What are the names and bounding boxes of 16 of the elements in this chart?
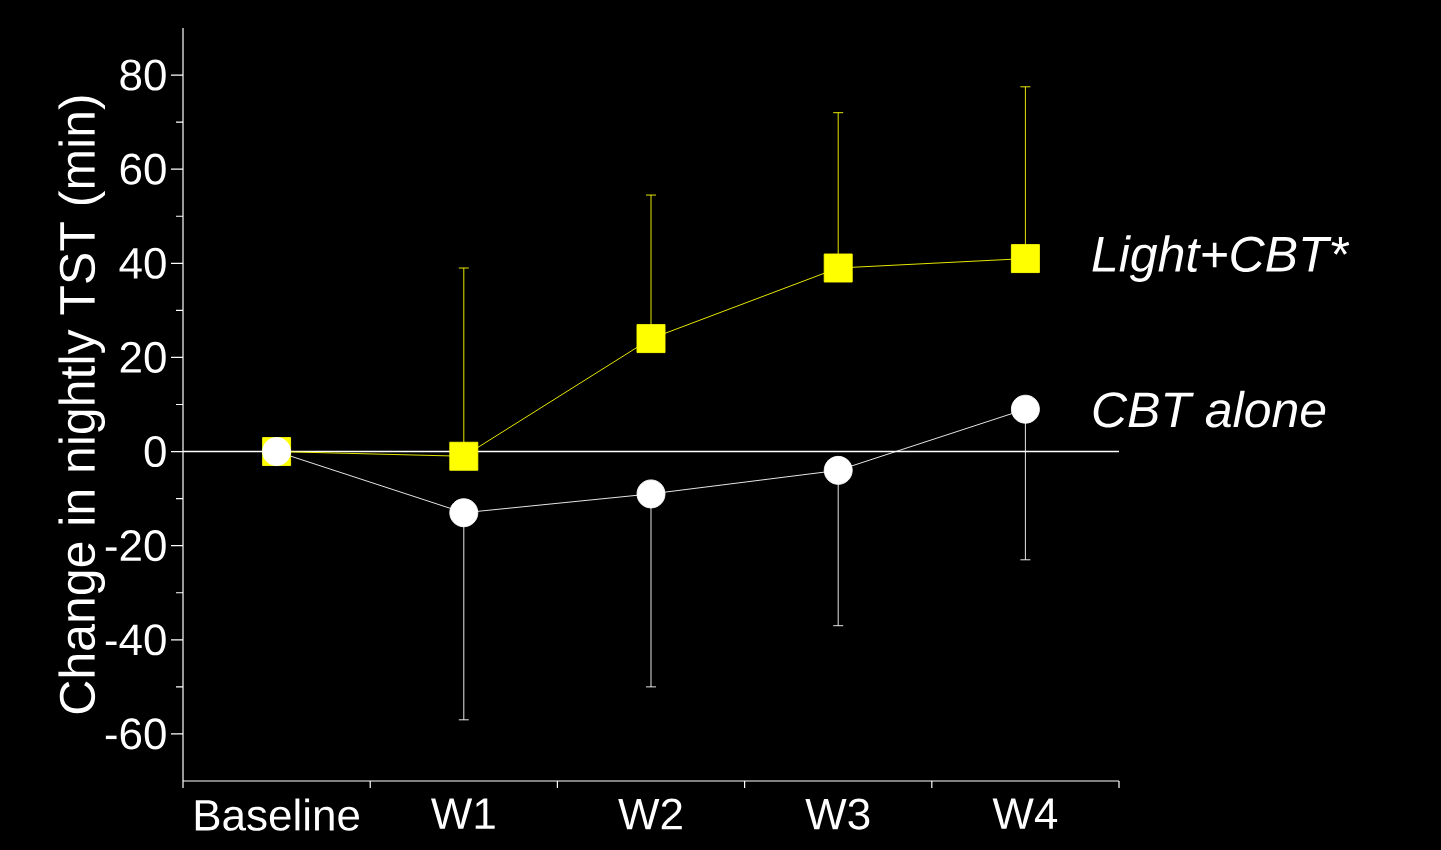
series-label: Light+CBT* bbox=[1092, 235, 1350, 282]
y-tick-label: 60 bbox=[120, 153, 166, 185]
x-tick-label: W1 bbox=[430, 798, 495, 829]
x-tick-label: W2 bbox=[618, 798, 682, 830]
y-tick-label: 0 bbox=[144, 435, 166, 468]
x-tick-label: W4 bbox=[992, 798, 1058, 829]
y-tick-label: 20 bbox=[120, 341, 166, 373]
y-tick-label: 40 bbox=[119, 247, 166, 279]
y-tick-label: 80 bbox=[120, 59, 166, 91]
y-tick-label: -20 bbox=[105, 530, 166, 562]
y-tick-label: -40 bbox=[105, 624, 166, 656]
x-tick-label: W3 bbox=[805, 798, 870, 830]
x-tick-label: Baseline bbox=[195, 798, 359, 831]
legend-label: CBT alone bbox=[1093, 390, 1326, 428]
y-tick-label: -60 bbox=[105, 718, 166, 750]
y-axis-title: Change in nightly TST (min) bbox=[58, 96, 106, 714]
